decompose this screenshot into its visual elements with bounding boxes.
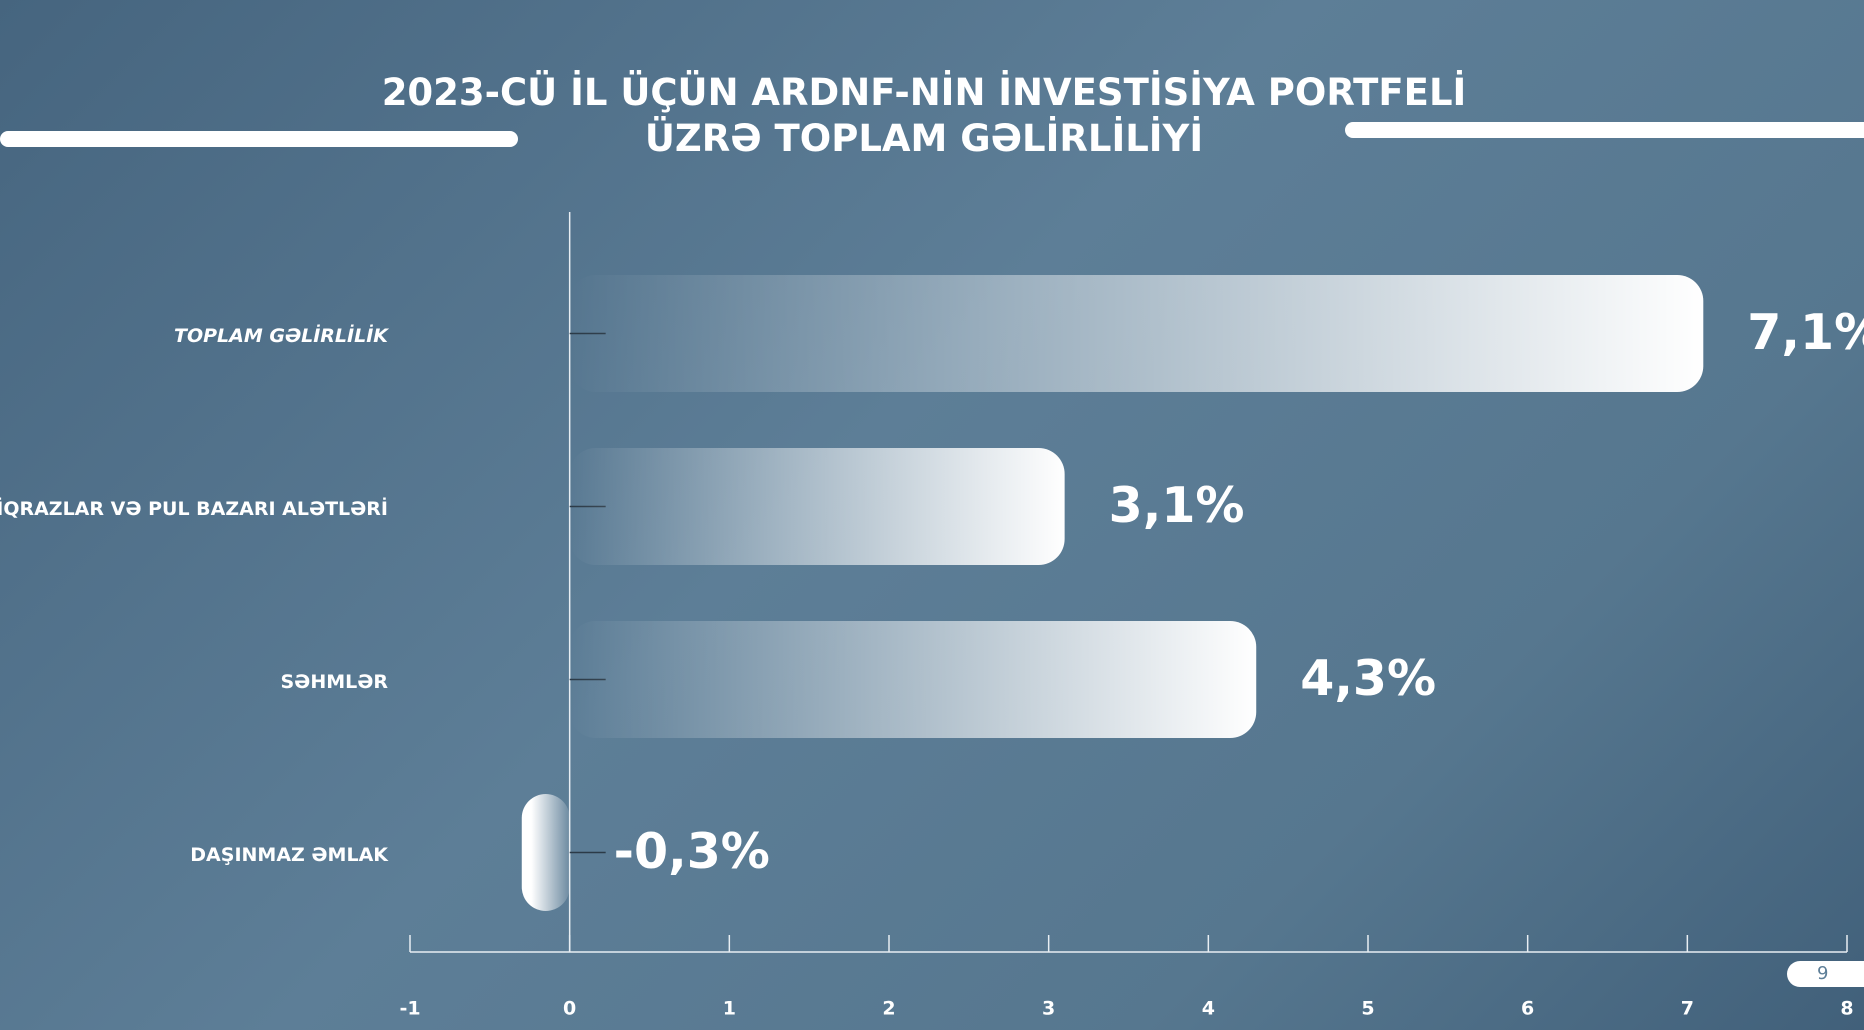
value-label: 7,1% (1747, 304, 1864, 361)
value-label: 3,1% (1109, 477, 1245, 534)
value-label: -0,3% (614, 823, 770, 880)
x-tick-label: -1 (399, 998, 420, 1020)
bar (569, 448, 1065, 565)
x-tick-label: 1 (723, 998, 736, 1020)
x-tick-label: 7 (1681, 998, 1694, 1020)
bar (569, 275, 1704, 392)
x-tick-label: 2 (882, 998, 895, 1020)
bar (521, 794, 570, 911)
x-tick-label: 3 (1042, 998, 1055, 1020)
x-tick-label: 6 (1521, 998, 1534, 1020)
decor-line (1345, 122, 1864, 138)
x-tick-label: 8 (1840, 998, 1853, 1020)
bar (569, 621, 1257, 738)
category-label: DAŞINMAZ ƏMLAK (190, 844, 389, 866)
category-label: İSTİQRAZLAR VƏ PUL BAZARI ALƏTLƏRİ (0, 496, 388, 520)
category-label: TOPLAM GƏLİRLİLİK (174, 323, 389, 347)
category-label: SƏHMLƏR (281, 671, 389, 693)
value-label: 4,3% (1300, 650, 1436, 707)
x-tick-label: 5 (1361, 998, 1374, 1020)
x-tick-label: 0 (563, 998, 576, 1020)
title: 2023-CÜ İL ÜÇÜN ARDNF-NİN İNVESTİSİYA PO… (381, 71, 1467, 160)
decor-line (0, 131, 518, 147)
x-tick-label: 4 (1202, 998, 1215, 1020)
page-number: 9 (1787, 961, 1864, 987)
